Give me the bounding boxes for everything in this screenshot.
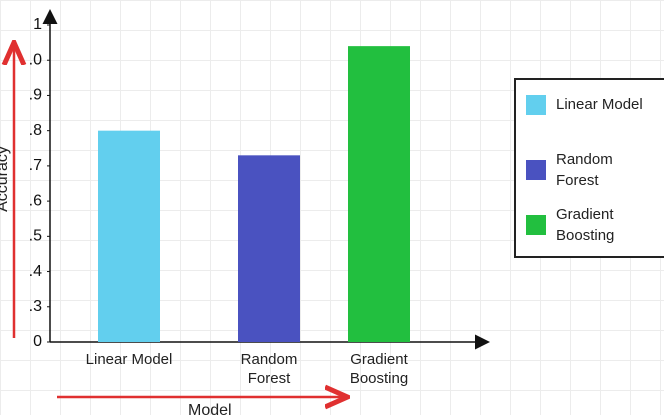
bar	[348, 46, 410, 343]
x-tick-label: Random Forest	[240, 351, 298, 387]
y-axis-title: Accuracy	[0, 146, 11, 212]
legend: Linear Model Random Forest Gradient Boosti…	[514, 78, 664, 258]
y-tick-label: .7	[29, 157, 42, 174]
legend-item: Gradient Boosting	[526, 204, 646, 246]
y-tick-label: .8	[29, 122, 42, 139]
legend-label: Random Forest	[556, 151, 613, 189]
y-tick-label: .9	[29, 87, 42, 104]
x-axis-title: Model	[188, 402, 232, 415]
y-tick-label: .3	[29, 298, 42, 315]
legend-swatch	[526, 160, 546, 180]
legend-item: Linear Model	[526, 94, 646, 115]
x-tick-label: Linear Model	[85, 351, 173, 368]
y-tick-label: .0	[29, 51, 42, 68]
y-tick-label: .6	[29, 192, 42, 209]
bar	[238, 155, 300, 342]
bar	[98, 130, 160, 342]
legend-swatch	[526, 94, 546, 115]
x-tick-label: Gradient Boosting	[349, 351, 409, 387]
legend-label: Gradient Boosting	[556, 206, 615, 244]
legend-swatch	[526, 215, 546, 235]
y-tick-label: .4	[29, 263, 42, 280]
legend-label: Linear Model	[556, 96, 643, 113]
y-tick-label: 1	[33, 16, 42, 33]
legend-item: Random Forest	[526, 149, 646, 191]
y-tick-label: 0	[33, 333, 42, 350]
y-tick-label: .5	[29, 228, 42, 245]
